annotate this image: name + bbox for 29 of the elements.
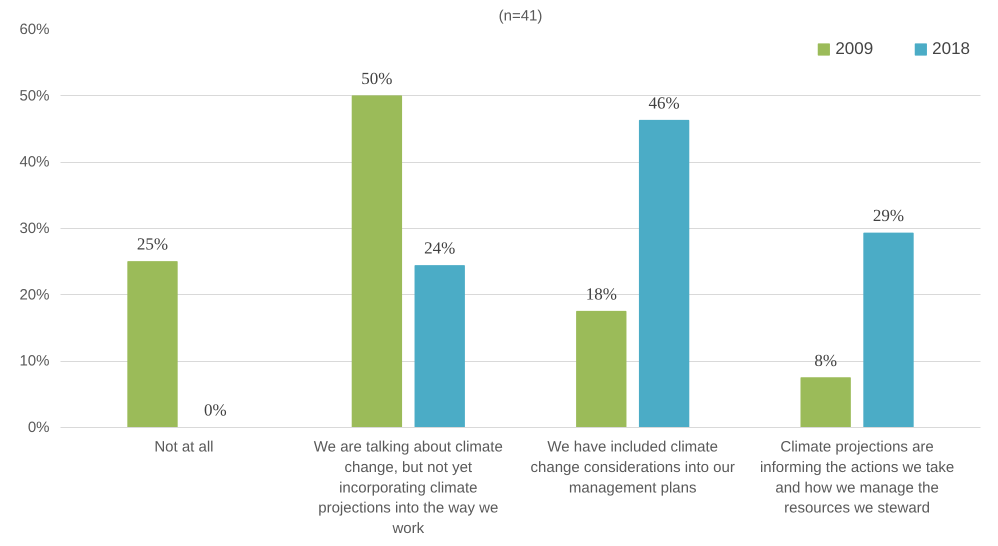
data-label: 25% — [136, 234, 168, 254]
bar — [863, 232, 914, 428]
legend-label: 2009 — [835, 39, 874, 59]
data-label: 50% — [361, 68, 392, 88]
x-tick-label: Not at all — [154, 438, 214, 456]
y-tick-label: 0% — [28, 419, 50, 436]
y-tick-label: 20% — [19, 286, 50, 304]
y-tick-label: 60% — [19, 21, 50, 38]
data-label: 29% — [872, 206, 904, 226]
bar — [352, 95, 402, 428]
bar — [800, 377, 851, 428]
y-tick-label: 30% — [19, 220, 50, 237]
x-tick-label: Climate projections are informing the actions we take and how we manage the resources we steward — [760, 438, 954, 517]
data-label: 46% — [648, 93, 680, 112]
bar — [127, 261, 178, 428]
bar — [576, 310, 626, 428]
y-tick-label: 10% — [19, 352, 50, 370]
data-label: 18% — [586, 284, 617, 304]
legend-label: 2018 — [932, 39, 970, 59]
x-tick-label: We have included climate change considerations into our management plans — [530, 438, 735, 496]
bar — [638, 120, 690, 428]
bar — [414, 265, 465, 428]
data-label: 24% — [424, 238, 456, 258]
data-label: 0% — [204, 400, 227, 420]
y-tick-label: 50% — [19, 87, 50, 104]
x-tick-label: We are talking about climate change, but not yet incorporating climate projections into the way we work — [314, 438, 503, 538]
data-label: 8% — [814, 350, 838, 370]
chart-subtitle: (n=41) — [498, 8, 542, 24]
y-tick-label: 40% — [19, 154, 50, 171]
